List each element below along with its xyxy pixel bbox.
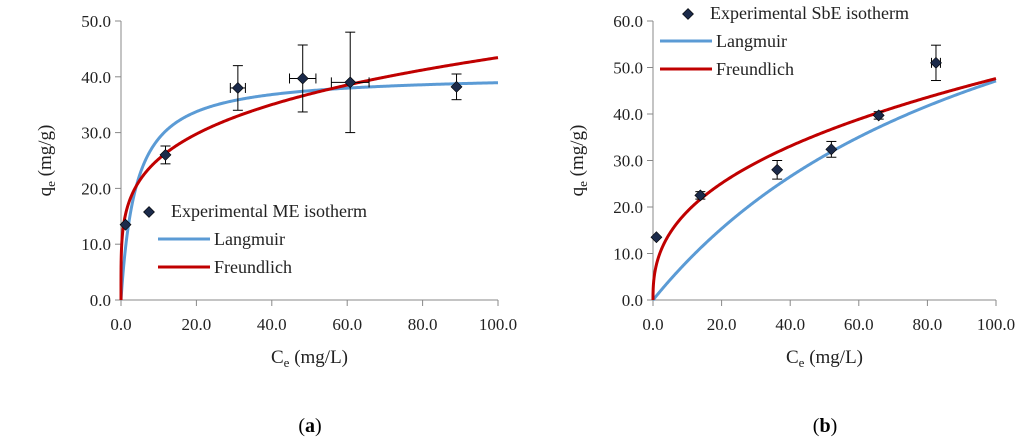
data-point (771, 163, 784, 176)
chart-a: 0.0 10.0 20.0 30.0 40.0 50.0 0.0 20.0 40.0 60.0 80… (35, 12, 517, 437)
y-tick-label: 0.0 (622, 291, 643, 310)
x-tick-label: 20.0 (707, 315, 737, 334)
y-tick-label: 0.0 (90, 291, 111, 310)
chart-b: 0.0 10.0 20.0 30.0 40.0 50.0 60.0 0.0 20.0 40.0 60… (567, 3, 1015, 437)
y-tick-label: 30.0 (613, 152, 643, 171)
x-tick-label: 40.0 (775, 315, 805, 334)
y-tick-label: 30.0 (81, 124, 111, 143)
data-point (930, 56, 942, 69)
x-axis-title: Ce (mg/L) (786, 347, 863, 370)
legend-label: Freundlich (214, 257, 292, 277)
x-tick-label: 40.0 (257, 315, 287, 334)
curve-freundlich (651, 77, 997, 300)
legend-marker (682, 8, 694, 20)
x-tick-label: 100.0 (479, 315, 517, 334)
data-point (825, 143, 838, 156)
x-tick-label: 60.0 (844, 315, 874, 334)
legend-label: Langmuir (214, 229, 285, 249)
x-tick-label: 100.0 (977, 315, 1015, 334)
y-tick-label: 40.0 (613, 105, 643, 124)
data-point (119, 218, 132, 231)
x-tick-label: 60.0 (332, 315, 362, 334)
data-point (296, 72, 309, 85)
x-tick-label: 20.0 (182, 315, 212, 334)
y-axis-title: qe (mg/g) (567, 125, 590, 197)
x-axis-title: Ce (mg/L) (271, 347, 348, 370)
data-point (450, 80, 463, 93)
x-tick-label: 80.0 (913, 315, 943, 334)
panel-caption: (a) (298, 415, 321, 437)
y-tick-label: 60.0 (613, 12, 643, 31)
x-tick-label: 0.0 (110, 315, 131, 334)
y-tick-label: 10.0 (81, 235, 111, 254)
panel-caption: (b) (813, 415, 837, 437)
curve-langmuir (119, 81, 499, 302)
y-axis-title: qe (mg/g) (35, 125, 58, 197)
legend-label: Experimental ME isotherm (171, 201, 367, 221)
legend-label: Freundlich (716, 59, 794, 79)
data-point (872, 109, 885, 122)
data-point (231, 82, 244, 94)
data-point (159, 148, 172, 161)
data-point (344, 76, 357, 89)
y-tick-label: 50.0 (613, 59, 643, 78)
legend-label: Experimental SbE isotherm (710, 3, 909, 23)
y-tick-label: 50.0 (81, 12, 111, 31)
data-point (694, 189, 707, 202)
y-tick-label: 20.0 (613, 198, 643, 217)
y-tick-label: 20.0 (81, 179, 111, 198)
y-tick-label: 10.0 (613, 245, 643, 264)
x-tick-label: 80.0 (408, 315, 438, 334)
y-tick-label: 40.0 (81, 68, 111, 87)
curve-langmuir (651, 79, 997, 302)
curve-freundlich (119, 56, 499, 300)
x-tick-label: 0.0 (642, 315, 663, 334)
legend-marker (143, 206, 155, 218)
data-point (650, 231, 663, 244)
legend-label: Langmuir (716, 31, 787, 51)
